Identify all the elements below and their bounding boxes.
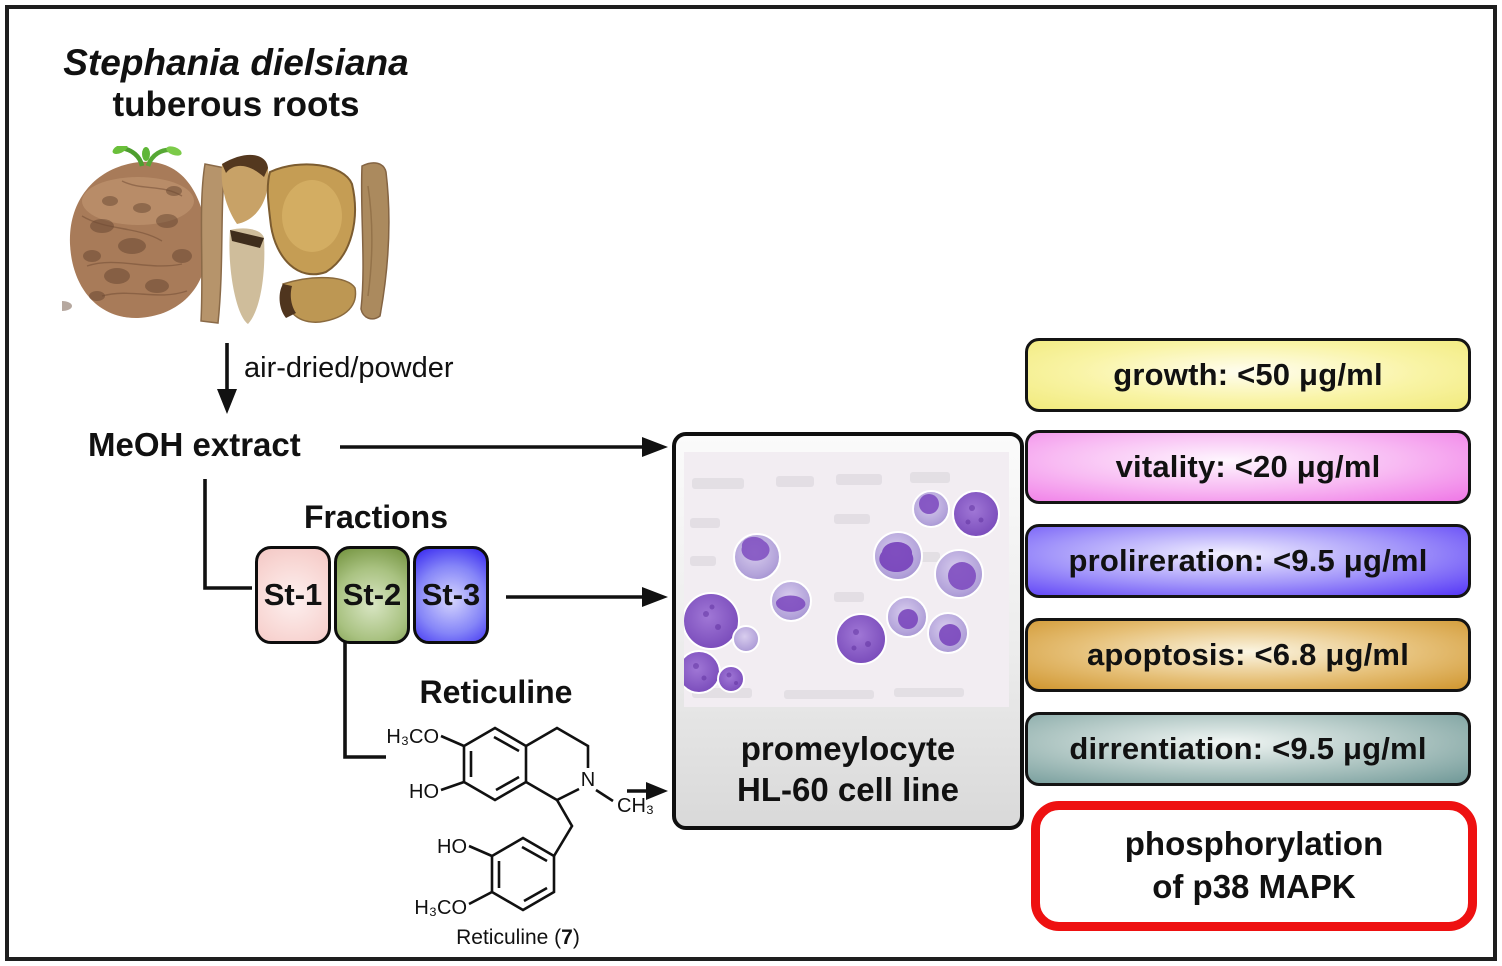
tuberous-roots-photo bbox=[62, 146, 390, 324]
hydroxy-bottom-label: HO bbox=[437, 836, 467, 858]
fraction-box-st3: St-3 bbox=[413, 546, 489, 644]
cell-caption-line2: HL-60 cell line bbox=[737, 770, 959, 808]
sprout bbox=[112, 146, 182, 167]
structure-atom-labels: H₃CO HO N CH₃ HO H₃CO bbox=[386, 726, 654, 919]
phosphorylation-highlight-box: phosphorylation of p38 MAPK bbox=[1031, 801, 1477, 931]
species-name: Stephania dielsiana bbox=[63, 42, 409, 83]
structure-bonds bbox=[440, 726, 614, 912]
hydroxy-top-label: HO bbox=[409, 781, 439, 803]
result-label-growth: growth: <50 μg/ml bbox=[1113, 357, 1383, 392]
caption-number: 7 bbox=[561, 926, 573, 949]
reticuline-title: Reticuline bbox=[419, 674, 573, 710]
highlight-line1: phosphorylation bbox=[1124, 825, 1384, 863]
result-label-vitality: vitality: <20 μg/ml bbox=[1115, 449, 1381, 484]
fraction-box-st2: St-2 bbox=[334, 546, 410, 644]
result-label-proliferation: prolireration: <9.5 μg/ml bbox=[1068, 543, 1428, 578]
caption-suffix: ) bbox=[572, 926, 580, 949]
fraction-boxes: St-1 St-2 St-3 bbox=[255, 546, 489, 644]
hl60-micrograph bbox=[684, 452, 1009, 707]
result-label-differentiation: dirrentiation: <9.5 μg/ml bbox=[1069, 731, 1427, 766]
result-box-proliferation: prolireration: <9.5 μg/ml bbox=[1025, 524, 1471, 598]
result-label-apoptosis: apoptosis: <6.8 μg/ml bbox=[1086, 637, 1410, 672]
result-box-apoptosis: apoptosis: <6.8 μg/ml bbox=[1025, 618, 1471, 692]
reticuline-structure: H₃CO HO N CH₃ HO H₃CO bbox=[386, 726, 654, 919]
tuber bbox=[62, 161, 208, 319]
fraction-label-st2: St-2 bbox=[342, 577, 402, 612]
caption-prefix: Reticuline ( bbox=[456, 926, 562, 949]
cell-panel-caption: promeylocyte HL-60 cell line bbox=[676, 728, 1020, 811]
dried-root-pieces bbox=[200, 154, 390, 324]
reticuline-caption: Reticuline (7) bbox=[408, 926, 628, 950]
methoxy-top-label: H₃CO bbox=[386, 726, 439, 748]
result-box-vitality: vitality: <20 μg/ml bbox=[1025, 430, 1471, 504]
fraction-label-st3: St-3 bbox=[421, 577, 481, 612]
title-subline: tuberous roots bbox=[112, 84, 360, 124]
result-box-growth: growth: <50 μg/ml bbox=[1025, 338, 1471, 412]
figure-title: Stephania dielsiana tuberous roots bbox=[28, 42, 444, 125]
result-box-differentiation: dirrentiation: <9.5 μg/ml bbox=[1025, 712, 1471, 786]
fraction-box-st1: St-1 bbox=[255, 546, 331, 644]
highlight-line2: of p38 MAPK bbox=[1152, 868, 1356, 905]
air-dried-label: air-dried/powder bbox=[244, 352, 454, 384]
nitrogen-label: N bbox=[581, 769, 595, 791]
meoh-extract-label: MeOH extract bbox=[88, 426, 301, 463]
cell-caption-line1: promeylocyte bbox=[740, 729, 956, 767]
cells bbox=[684, 490, 1000, 694]
n-methyl-label: CH₃ bbox=[617, 795, 654, 817]
methoxy-bottom-label: H₃CO bbox=[414, 897, 467, 919]
fractions-title: Fractions bbox=[303, 499, 449, 535]
cell-panel: promeylocyte HL-60 cell line bbox=[672, 432, 1024, 830]
fraction-label-st1: St-1 bbox=[263, 577, 323, 612]
